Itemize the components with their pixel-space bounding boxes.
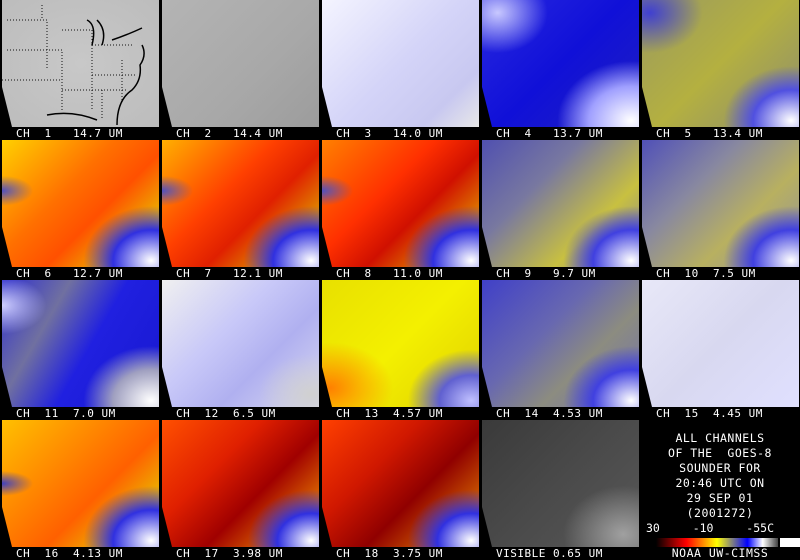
info-panel: ALL CHANNELS OF THE GOES-8 SOUNDER FOR 20:4… [640, 420, 800, 560]
info-line: ALL CHANNELS [675, 431, 765, 445]
satellite-image [2, 0, 159, 127]
satellite-image [322, 0, 479, 127]
channel-panel: CH 17 3.98 UM [160, 420, 320, 560]
channel-label: CH 13 4.57 UM [336, 407, 443, 420]
satellite-image [2, 280, 159, 407]
satellite-image [162, 420, 319, 547]
channel-label: CH 18 3.75 UM [336, 547, 443, 560]
info-line: OF THE GOES-8 [668, 446, 772, 460]
channel-label: CH 6 12.7 UM [16, 267, 123, 280]
channel-panel: CH 3 14.0 UM [320, 0, 480, 140]
channel-panel: CH 11 7.0 UM [0, 280, 160, 420]
satellite-image [162, 0, 319, 127]
channel-panel: CH 4 13.7 UM [480, 0, 640, 140]
channel-label: CH 9 9.7 UM [496, 267, 596, 280]
channel-panel: CH 16 4.13 UM [0, 420, 160, 560]
channel-label: CH 5 13.4 UM [656, 127, 763, 140]
channel-label: CH 14 4.53 UM [496, 407, 603, 420]
info-line: (2001272) [686, 506, 754, 520]
channel-panel: CH 12 6.5 UM [160, 280, 320, 420]
scale-labels: 30 -10 -55C [640, 521, 800, 535]
satellite-image [482, 280, 639, 407]
channel-label: CH 10 7.5 UM [656, 267, 756, 280]
info-line: 29 SEP 01 [686, 491, 754, 505]
colorbar-white-end [780, 538, 800, 547]
channel-label: CH 7 12.1 UM [176, 267, 283, 280]
satellite-image [642, 280, 799, 407]
credit-text: NOAA UW-CIMSS [671, 546, 769, 560]
channel-panel: CH 15 4.45 UM [640, 280, 800, 420]
satellite-image [2, 140, 159, 267]
channel-panel: CH 10 7.5 UM [640, 140, 800, 280]
satellite-image [2, 420, 159, 547]
temperature-colorbar [656, 538, 778, 547]
channel-panel: VISIBLE 0.65 UM [480, 420, 640, 560]
scale-label: 30 [646, 521, 660, 535]
channel-panel: CH 9 9.7 UM [480, 140, 640, 280]
channel-label: CH 17 3.98 UM [176, 547, 283, 560]
satellite-image [322, 420, 479, 547]
satellite-image [162, 140, 319, 267]
channel-panel: CH 6 12.7 UM [0, 140, 160, 280]
channel-label: CH 1 14.7 UM [16, 127, 123, 140]
channel-panel: CH 7 12.1 UM [160, 140, 320, 280]
state-boundaries-map [2, 5, 145, 126]
satellite-image [642, 0, 799, 127]
satellite-image [322, 140, 479, 267]
satellite-image [482, 420, 639, 547]
satellite-image [642, 140, 799, 267]
channel-label: CH 11 7.0 UM [16, 407, 116, 420]
info-line: 20:46 UTC ON [675, 476, 765, 490]
channel-label: CH 12 6.5 UM [176, 407, 276, 420]
channel-panel: CH 5 13.4 UM [640, 0, 800, 140]
channel-label: CH 2 14.4 UM [176, 127, 283, 140]
channel-panel: CH 2 14.4 UM [160, 0, 320, 140]
satellite-image [162, 280, 319, 407]
scale-label: -55C [746, 521, 774, 535]
info-line: SOUNDER FOR [679, 461, 761, 475]
channel-panel: CH 18 3.75 UM [320, 420, 480, 560]
channel-label: CH 8 11.0 UM [336, 267, 443, 280]
scale-label: -10 [692, 521, 714, 535]
channel-panel: CH 13 4.57 UM [320, 280, 480, 420]
satellite-image [322, 280, 479, 407]
satellite-image [482, 0, 639, 127]
satellite-image [482, 140, 639, 267]
channel-label: CH 3 14.0 UM [336, 127, 443, 140]
channel-label: CH 15 4.45 UM [656, 407, 763, 420]
channel-panel: CH 1 14.7 UM [0, 0, 160, 140]
channel-label: VISIBLE 0.65 UM [496, 547, 603, 560]
channel-panel: CH 14 4.53 UM [480, 280, 640, 420]
channel-label: CH 16 4.13 UM [16, 547, 123, 560]
channel-panel: CH 8 11.0 UM [320, 140, 480, 280]
channel-label: CH 4 13.7 UM [496, 127, 603, 140]
